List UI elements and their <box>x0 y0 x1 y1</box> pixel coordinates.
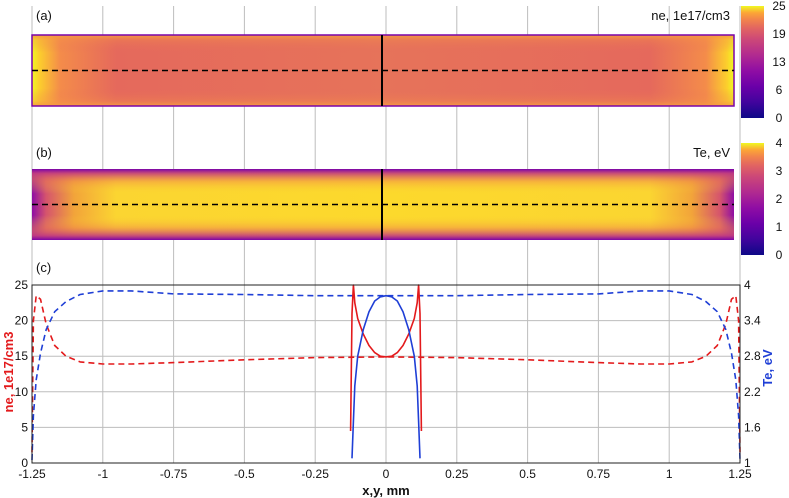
x-tick-label: -1.25 <box>18 467 46 481</box>
plot-frame <box>31 284 741 464</box>
y-left-tick-label: 0 <box>21 456 28 470</box>
x-tick-labels: -1.25 -1 -0.75 -0.5 -0.25 0 0.25 0.5 0.75 1 1.25 <box>18 467 752 481</box>
y-left-tick-label: 5 <box>21 420 28 434</box>
x-tick-label: 0.75 <box>587 467 611 481</box>
y-left-tick-label: 20 <box>15 314 29 328</box>
ne-solid-line <box>349 284 423 432</box>
colorbar-tick-label: 6 <box>776 83 783 97</box>
x-tick-label: 1 <box>666 467 673 481</box>
y-left-tick-label: 25 <box>15 278 29 292</box>
y-left-axis-title: ne, 1e17/cm3 <box>1 332 16 413</box>
te-map-title: Te, eV <box>693 145 730 160</box>
ne-dashed-line <box>31 294 741 453</box>
y-right-tick-label: 1.6 <box>744 420 761 434</box>
panel-b-label: (b) <box>36 145 52 160</box>
y-right-tick-label: 2.8 <box>744 349 761 363</box>
x-tick-label: 1.25 <box>728 467 752 481</box>
x-axis-title: x,y, mm <box>362 483 409 498</box>
x-tick-label: 0 <box>383 467 390 481</box>
y-right-tick-label: 3.4 <box>744 314 761 328</box>
colorbar-tick-label: 0 <box>776 248 783 262</box>
colorbar-tick-label: 1 <box>776 220 783 234</box>
x-tick-label: -0.75 <box>160 467 188 481</box>
panel-a-label: (a) <box>36 8 52 23</box>
y-left-tick-label: 10 <box>15 385 29 399</box>
y-left-tick-label: 15 <box>15 349 29 363</box>
colorbar-tick-label: 3 <box>776 164 783 178</box>
ne-colorbar-ticks: 25 19 13 6 0 <box>772 0 786 125</box>
y-right-axis-title: Te, eV <box>760 349 775 387</box>
colorbar-tick-label: 0 <box>776 111 783 125</box>
ne-colorbar <box>741 6 764 118</box>
colorbar-tick-label: 13 <box>772 55 786 69</box>
colorbar-tick-label: 2 <box>776 192 783 206</box>
te-colorbar-ticks: 4 3 2 1 0 <box>776 136 783 262</box>
y-right-tick-label: 2.2 <box>744 385 761 399</box>
x-tick-label: -0.5 <box>234 467 255 481</box>
y-left-tick-labels: 0 5 10 15 20 25 <box>15 278 29 470</box>
panel-c-label: (c) <box>36 260 51 275</box>
y-right-tick-label: 4 <box>744 278 751 292</box>
te-colorbar <box>741 143 764 255</box>
x-tick-label: 0.5 <box>519 467 536 481</box>
te-solid-line <box>351 294 421 459</box>
colorbar-tick-label: 4 <box>776 136 783 150</box>
y-right-tick-label: 1 <box>744 456 751 470</box>
colorbar-tick-label: 19 <box>772 27 786 41</box>
x-tick-label: 0.25 <box>445 467 469 481</box>
x-tick-label: -1 <box>97 467 108 481</box>
profile-series <box>31 284 741 461</box>
ne-map-title: ne, 1e17/cm3 <box>651 8 730 23</box>
y-right-tick-labels: 1 1.6 2.2 2.8 3.4 4 <box>744 278 761 470</box>
profile-plot: -1.25 -1 -0.75 -0.5 -0.25 0 0.25 0.5 0.75 1 1.25 0… <box>15 278 761 481</box>
x-tick-label: -0.25 <box>302 467 330 481</box>
colorbar-tick-label: 25 <box>772 0 786 13</box>
